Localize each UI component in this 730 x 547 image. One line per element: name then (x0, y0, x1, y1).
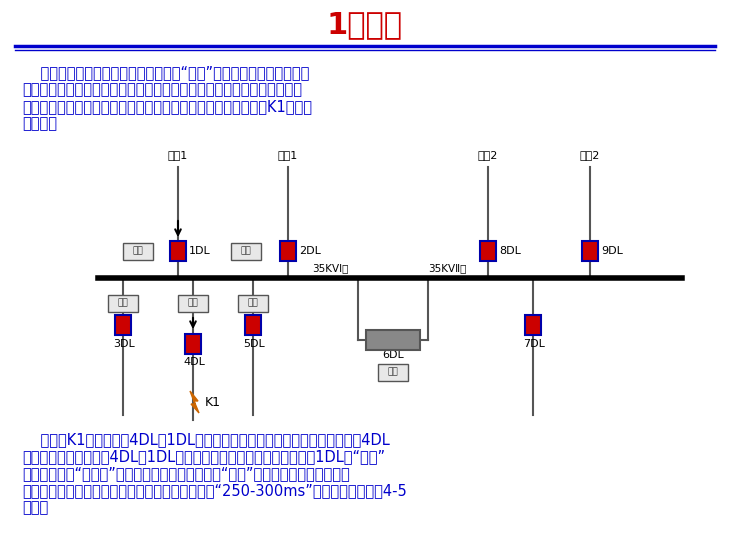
Text: 保护: 保护 (188, 299, 199, 307)
Text: 3DL: 3DL (113, 339, 135, 349)
Text: 35KVⅠ母: 35KVⅠ母 (312, 263, 348, 273)
Text: 来保证保护的“选择性”问题。但现场情况是：保护“时限”往往是上级保护所限定，: 来保证保护的“选择性”问题。但现场情况是：保护“时限”往往是上级保护所限定， (22, 466, 350, 481)
Text: 1DL: 1DL (189, 246, 211, 256)
Bar (245, 315, 261, 335)
Text: 出线1: 出线1 (278, 150, 298, 160)
Text: 息共享，更无法实现数据相互交换。当系统某点发生故障时，各相关继电: 息共享，更无法实现数据相互交换。当系统某点发生故障时，各相关继电 (22, 82, 302, 97)
Text: 应切除故障，由于流经4DL、1DL故障电流大小儿乎相等，此时只有靠1DL的“时限”: 应切除故障，由于流经4DL、1DL故障电流大小儿乎相等，此时只有靠1DL的“时限… (22, 449, 385, 464)
Text: 6DL: 6DL (382, 350, 404, 360)
Bar (231, 242, 261, 259)
Bar (170, 241, 186, 261)
Text: 出线2: 出线2 (580, 150, 600, 160)
Text: 保护: 保护 (241, 247, 251, 255)
Text: 5DL: 5DL (243, 339, 265, 349)
Bar (582, 241, 598, 261)
Text: 保护: 保护 (133, 247, 143, 255)
Bar (178, 294, 208, 311)
Text: 8DL: 8DL (499, 246, 521, 256)
Text: 保护: 保护 (247, 299, 258, 307)
Bar (108, 294, 138, 311)
Bar (123, 242, 153, 259)
Text: 保护仅依据自身保护特性和整定时限完成相应动作，以下图为例K1点故障: 保护仅依据自身保护特性和整定时限完成相应动作，以下图为例K1点故障 (22, 99, 312, 114)
Bar (525, 315, 541, 335)
Text: 传统继电保护装置大都是相互独立的“孤岛”，保护装置间尚未实现信: 传统继电保护装置大都是相互独立的“孤岛”，保护装置间尚未实现信 (22, 65, 310, 80)
Text: 举例：K1点故障时，4DL、1DL均有故障电流流过，根据故障发生的区域，4DL: 举例：K1点故障时，4DL、1DL均有故障电流流过，根据故障发生的区域，4DL (22, 432, 390, 447)
Bar (378, 364, 408, 381)
Text: 2DL: 2DL (299, 246, 321, 256)
Polygon shape (190, 391, 199, 413)
Text: K1: K1 (205, 397, 221, 410)
Text: 35KVⅡ母: 35KVⅡ母 (428, 263, 466, 273)
Bar (280, 241, 296, 261)
Bar (480, 241, 496, 261)
Text: 保护: 保护 (388, 368, 399, 376)
Bar (115, 315, 131, 335)
Text: 9DL: 9DL (601, 246, 623, 256)
Text: 不是随意设定的。根据设计惯例，保护时限级差在“250-300ms”之间，保护层级在4-5: 不是随意设定的。根据设计惯例，保护时限级差在“250-300ms”之间，保护层级… (22, 483, 407, 498)
Text: 7DL: 7DL (523, 339, 545, 349)
Bar (366, 330, 420, 350)
Bar (238, 294, 268, 311)
Text: 之间。: 之间。 (22, 500, 48, 515)
Text: 4DL: 4DL (183, 357, 205, 367)
Bar (185, 334, 201, 354)
Text: 进行分析: 进行分析 (22, 116, 57, 131)
Text: 保护: 保护 (118, 299, 128, 307)
Text: 1、引言: 1、引言 (327, 10, 403, 39)
Text: 进线2: 进线2 (478, 150, 498, 160)
Text: 进线1: 进线1 (168, 150, 188, 160)
